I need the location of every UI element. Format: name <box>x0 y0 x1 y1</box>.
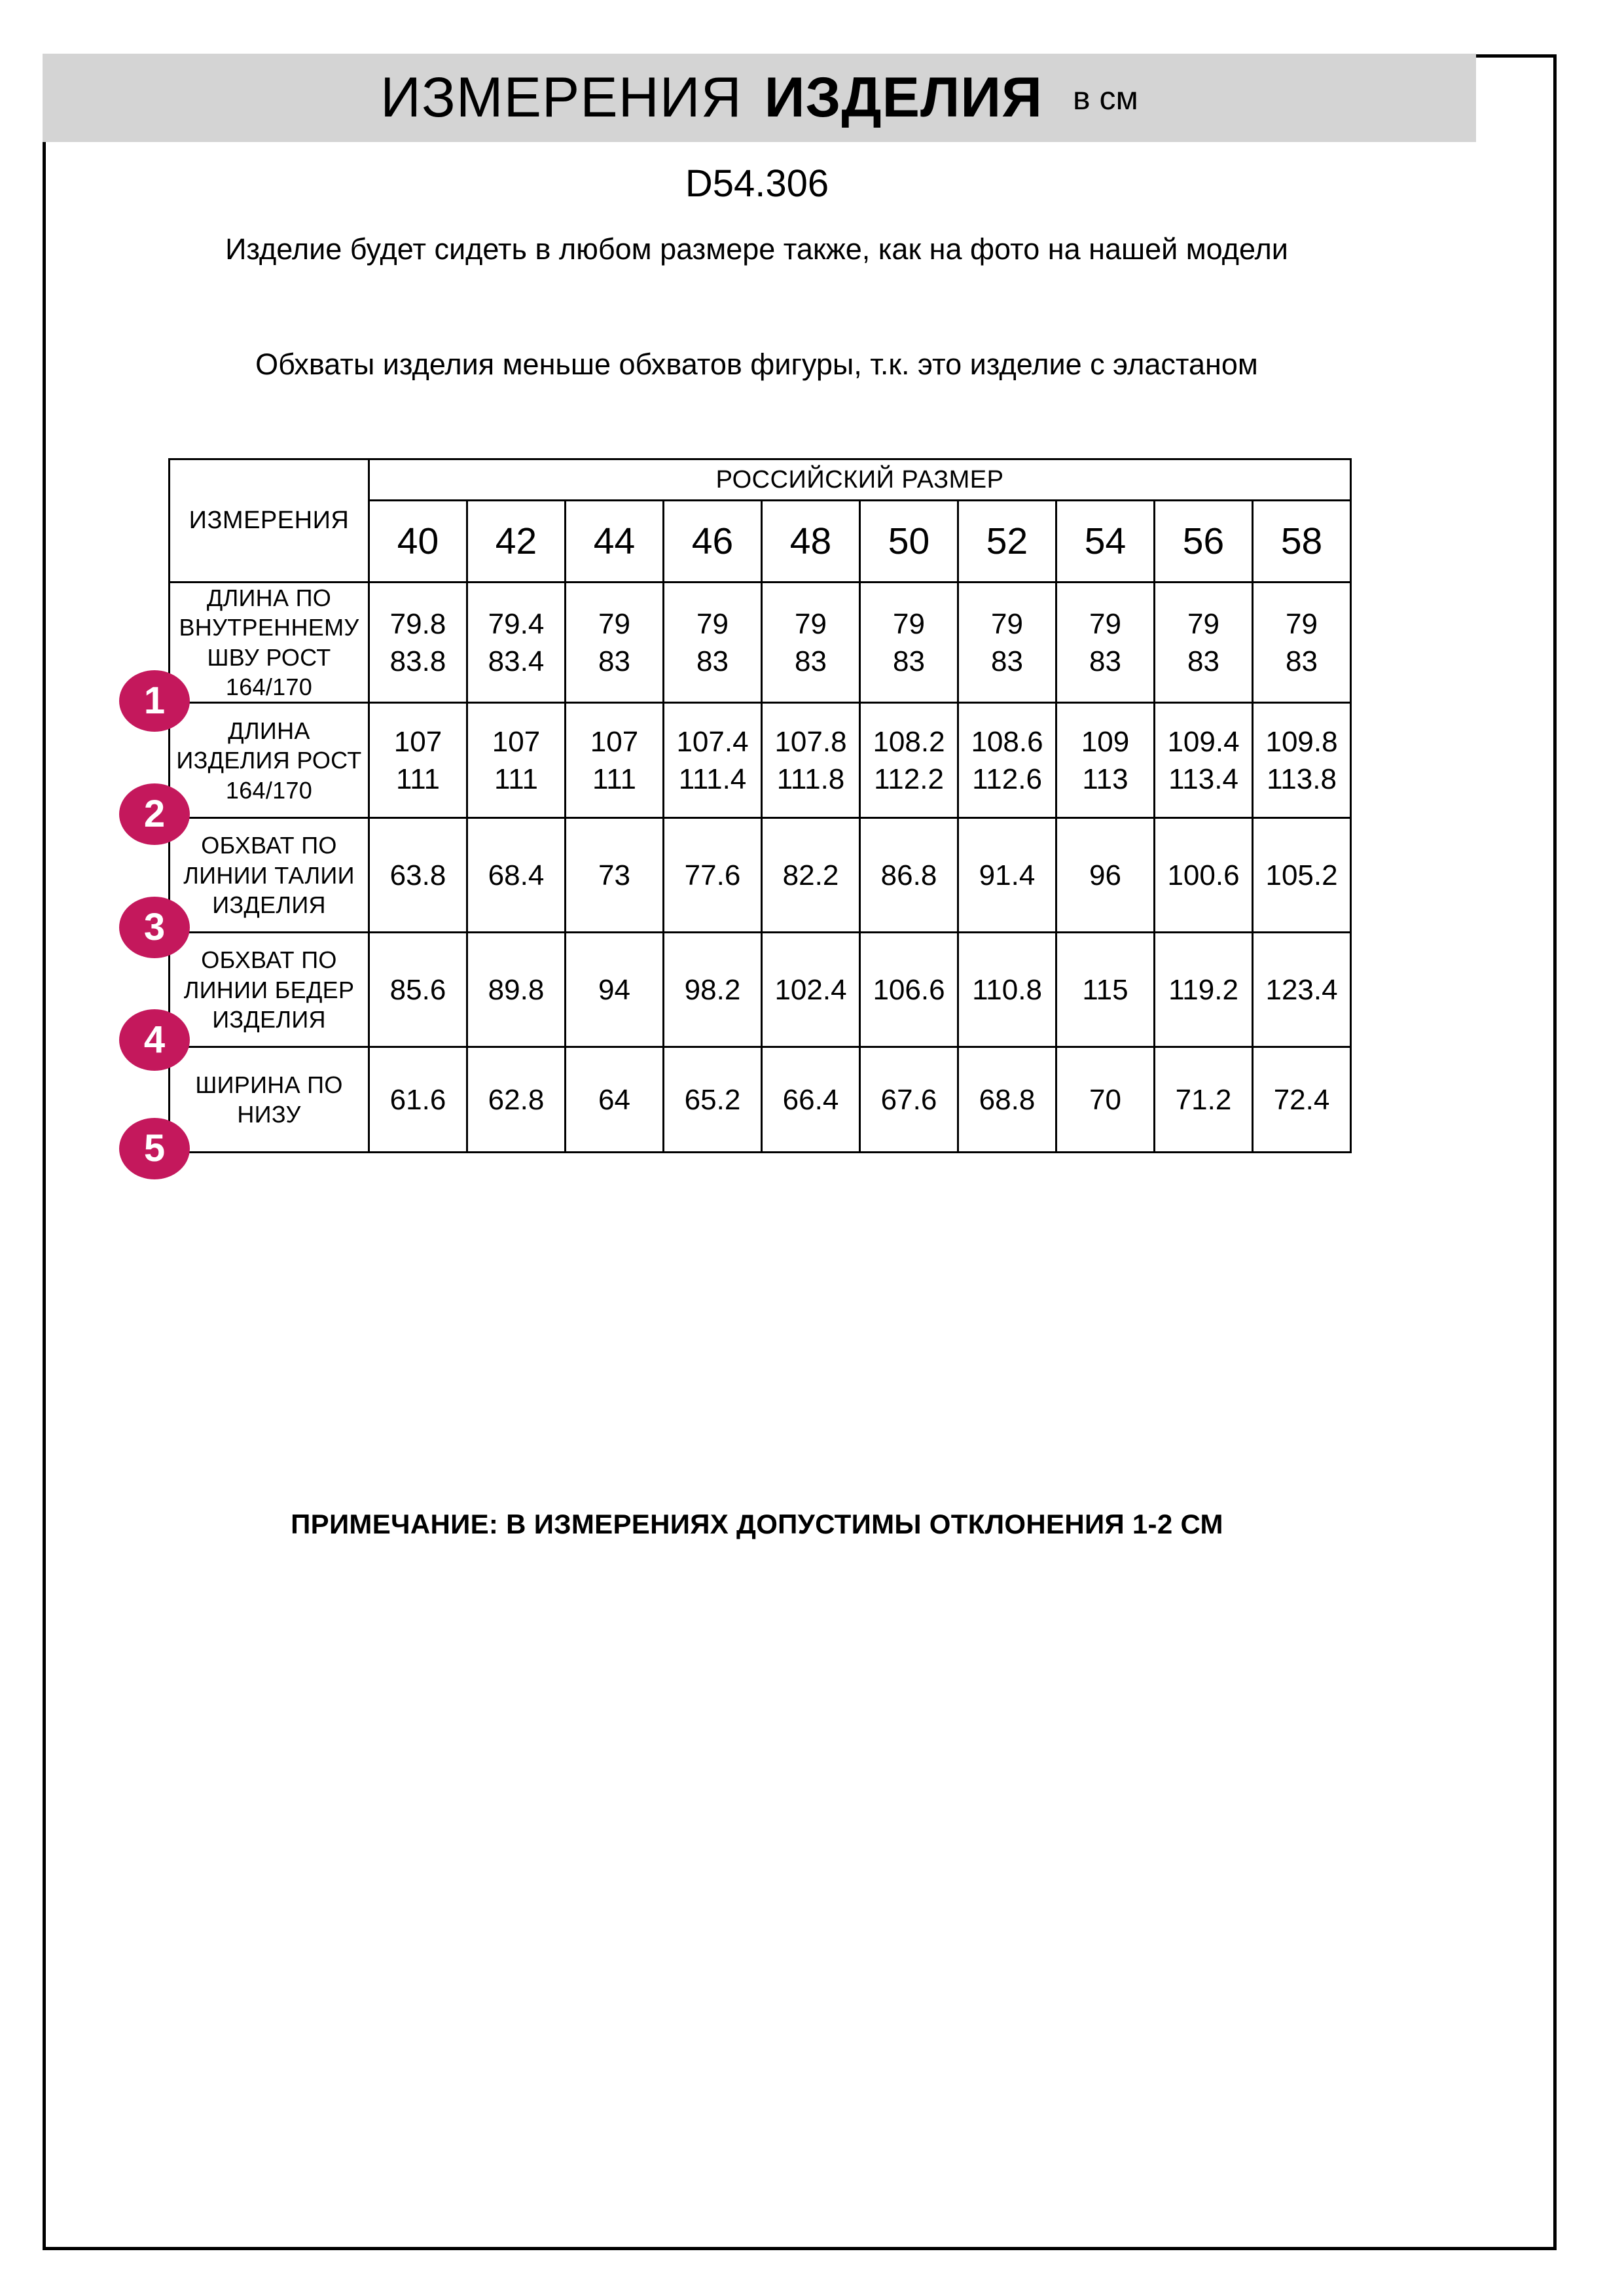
row-label-bottom-width: ШИРИНА ПО НИЗУ <box>168 1046 370 1154</box>
cell-r1-c9: 79 83 <box>1153 581 1254 704</box>
measurements-column-header: ИЗМЕРЕНИЯ <box>168 458 370 583</box>
size-header-52: 52 <box>957 499 1057 583</box>
size-table-wrapper: ИЗМЕРЕНИЯ РОССИЙСКИЙ РАЗМЕР 40 42 44 46 … <box>168 458 1352 1154</box>
cell-r3-c1: 63.8 <box>368 817 468 934</box>
measurement-tolerance-note: ПРИМЕЧАНИЕ: В ИЗМЕРЕНИЯХ ДОПУСТИМЫ ОТКЛО… <box>291 1509 1223 1539</box>
cell-r5-c1: 61.6 <box>368 1046 468 1154</box>
cell-r2-c7: 108.6 112.6 <box>957 702 1057 819</box>
cell-r5-c5: 66.4 <box>761 1046 861 1154</box>
cell-r5-c8: 70 <box>1055 1046 1155 1154</box>
cell-r4-c9: 119.2 <box>1153 931 1254 1049</box>
size-header-40: 40 <box>368 499 468 583</box>
size-header-42: 42 <box>466 499 566 583</box>
cell-r3-c7: 91.4 <box>957 817 1057 934</box>
size-header-44: 44 <box>564 499 664 583</box>
size-header-54: 54 <box>1055 499 1155 583</box>
cell-r5-c3: 64 <box>564 1046 664 1154</box>
cell-r5-c6: 67.6 <box>859 1046 959 1154</box>
size-header-50: 50 <box>859 499 959 583</box>
cell-r1-c6: 79 83 <box>859 581 959 704</box>
cell-r4-c3: 94 <box>564 931 664 1049</box>
table-row: ОБХВАТ ПО ЛИНИИ БЕДЕР ИЗДЕЛИЯ 85.6 89.8 … <box>168 931 1352 1049</box>
size-header-56: 56 <box>1153 499 1254 583</box>
cell-r3-c8: 96 <box>1055 817 1155 934</box>
cell-r2-c3: 107 111 <box>564 702 664 819</box>
cell-r2-c6: 108.2 112.2 <box>859 702 959 819</box>
product-code: D54.306 <box>685 162 829 205</box>
russian-size-group-header: РОССИЙСКИЙ РАЗМЕР <box>367 458 1352 501</box>
table-row: ШИРИНА ПО НИЗУ 61.6 62.8 64 65.2 66.4 67… <box>168 1046 1352 1154</box>
table-header-group-row: ИЗМЕРЕНИЯ РОССИЙСКИЙ РАЗМЕР <box>168 458 1352 583</box>
cell-r1-c5: 79 83 <box>761 581 861 704</box>
cell-r2-c10: 109.8 113.8 <box>1251 702 1352 819</box>
cell-r3-c2: 68.4 <box>466 817 566 934</box>
cell-r4-c6: 106.6 <box>859 931 959 1049</box>
cell-r2-c4: 107.4 111.4 <box>662 702 763 819</box>
cell-r1-c3: 79 83 <box>564 581 664 704</box>
cell-r3-c9: 100.6 <box>1153 817 1254 934</box>
row-label-hip-girth: ОБХВАТ ПО ЛИНИИ БЕДЕР ИЗДЕЛИЯ <box>168 931 370 1049</box>
table-head: ИЗМЕРЕНИЯ РОССИЙСКИЙ РАЗМЕР 40 42 44 46 … <box>168 458 1352 583</box>
cell-r2-c9: 109.4 113.4 <box>1153 702 1254 819</box>
cell-r5-c7: 68.8 <box>957 1046 1057 1154</box>
cell-r3-c5: 82.2 <box>761 817 861 934</box>
page-title-bold: ИЗДЕЛИЯ <box>764 66 1043 129</box>
size-header-46: 46 <box>662 499 763 583</box>
cell-r3-c3: 73 <box>564 817 664 934</box>
cell-r2-c8: 109 113 <box>1055 702 1155 819</box>
cell-r4-c1: 85.6 <box>368 931 468 1049</box>
table-body: ДЛИНА ПО ВНУТРЕННЕМУ ШВУ РОСТ 164/170 79… <box>168 581 1352 1154</box>
size-header-58: 58 <box>1251 499 1352 583</box>
cell-r1-c8: 79 83 <box>1055 581 1155 704</box>
cell-r4-c8: 115 <box>1055 931 1155 1049</box>
table-row: ДЛИНА ПО ВНУТРЕННЕМУ ШВУ РОСТ 164/170 79… <box>168 581 1352 704</box>
title-banner: ИЗМЕРЕНИЯ ИЗДЕЛИЯ в см <box>43 54 1476 142</box>
size-header-48: 48 <box>761 499 861 583</box>
cell-r4-c2: 89.8 <box>466 931 566 1049</box>
cell-r1-c4: 79 83 <box>662 581 763 704</box>
description-line-2: Обхваты изделия меньше обхватов фигуры, … <box>255 348 1258 381</box>
page-title-unit: в см <box>1072 79 1138 117</box>
cell-r1-c7: 79 83 <box>957 581 1057 704</box>
cell-r2-c1: 107 111 <box>368 702 468 819</box>
cell-r3-c4: 77.6 <box>662 817 763 934</box>
cell-r2-c2: 107 111 <box>466 702 566 819</box>
cell-r3-c6: 86.8 <box>859 817 959 934</box>
cell-r4-c10: 123.4 <box>1251 931 1352 1049</box>
table-row: ДЛИНА ИЗДЕЛИЯ РОСТ 164/170 107 111 107 111… <box>168 702 1352 819</box>
description-line-1: Изделие будет сидеть в любом размере так… <box>225 232 1288 266</box>
cell-r5-c4: 65.2 <box>662 1046 763 1154</box>
cell-r5-c2: 62.8 <box>466 1046 566 1154</box>
cell-r4-c7: 110.8 <box>957 931 1057 1049</box>
row-label-product-length: ДЛИНА ИЗДЕЛИЯ РОСТ 164/170 <box>168 702 370 819</box>
cell-r5-c9: 71.2 <box>1153 1046 1254 1154</box>
cell-r2-c5: 107.8 111.8 <box>761 702 861 819</box>
row-label-waist-girth: ОБХВАТ ПО ЛИНИИ ТАЛИИ ИЗДЕЛИЯ <box>168 817 370 934</box>
size-table: ИЗМЕРЕНИЯ РОССИЙСКИЙ РАЗМЕР 40 42 44 46 … <box>168 458 1352 1154</box>
cell-r5-c10: 72.4 <box>1251 1046 1352 1154</box>
row-label-inseam-length: ДЛИНА ПО ВНУТРЕННЕМУ ШВУ РОСТ 164/170 <box>168 581 370 704</box>
cell-r3-c10: 105.2 <box>1251 817 1352 934</box>
page-title-main: ИЗМЕРЕНИЯ <box>380 66 742 129</box>
cell-r1-c1: 79.8 83.8 <box>368 581 468 704</box>
cell-r4-c5: 102.4 <box>761 931 861 1049</box>
cell-r1-c2: 79.4 83.4 <box>466 581 566 704</box>
cell-r4-c4: 98.2 <box>662 931 763 1049</box>
table-row: ОБХВАТ ПО ЛИНИИ ТАЛИИ ИЗДЕЛИЯ 63.8 68.4 … <box>168 817 1352 934</box>
cell-r1-c10: 79 83 <box>1251 581 1352 704</box>
table-header-sizes-row: 40 42 44 46 48 50 52 54 56 58 <box>170 499 1352 583</box>
